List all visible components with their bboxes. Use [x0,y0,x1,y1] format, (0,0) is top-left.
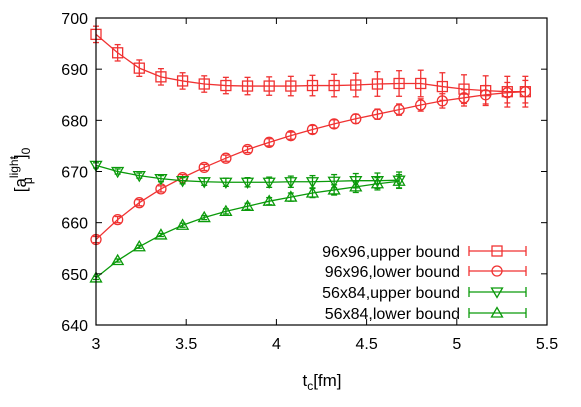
data-point [305,177,320,189]
y-tick-label: 650 [61,267,88,284]
y-tick-label: 660 [61,216,88,233]
data-point [327,176,341,189]
y-tick-label: 640 [61,318,88,335]
data-point [262,177,276,190]
legend-label: 56x84,upper bound [322,285,460,302]
data-point [219,204,233,217]
data-point [306,79,319,92]
legend-label: 56x84,lower bound [325,306,460,323]
data-point [436,95,449,107]
legend-label: 96x96,upper bound [322,244,460,261]
data-point [285,130,297,142]
data-point [197,177,211,189]
data-point [198,161,210,174]
data-point [154,174,168,186]
svg-text:[alightμ]0: [alightμ]0 [7,147,35,192]
data-point [305,186,320,198]
data-point [415,77,427,90]
data-point [284,177,298,189]
data-point [263,136,275,148]
data-point [198,78,210,90]
plot-frame [95,17,548,326]
x-tick-label: 3.5 [175,336,197,353]
data-point [285,80,297,92]
legend-label: 96x96,lower bound [325,264,460,281]
x-tick-label: 4 [272,336,281,353]
data-point [284,190,298,202]
series-line [95,91,526,241]
data-point [371,78,384,90]
data-point [370,176,385,189]
y-tick-label: 700 [61,11,88,28]
series-circle [90,79,532,246]
data-point [328,79,340,92]
data-point [176,75,189,87]
x-tick-label: 5.5 [536,336,558,353]
data-point [350,113,362,125]
y-tick-label: 670 [61,165,88,182]
data-point [111,253,125,266]
data-point [415,99,427,111]
axis-ticks: 3 3.5 4 4.5 5 5.5 640 650 660 670 680 690 700 [61,11,558,353]
data-point [392,174,406,186]
data-point [240,199,255,211]
data-point [220,79,232,92]
data-point [393,103,405,116]
data-point [241,80,254,92]
y-tick-label: 690 [61,62,88,79]
data-point [133,197,145,209]
data-point [132,239,146,252]
legend-marker [490,287,504,299]
x-axis-label: tc[fm] [302,371,341,393]
data-point [501,87,513,99]
y-axis-label: [alightμ]0 [7,147,35,192]
data-point [219,177,233,190]
data-point [370,176,385,188]
data-point [327,183,341,195]
data-point [155,71,167,83]
data-point [240,177,255,190]
data-point [111,213,124,226]
y-tick-label: 680 [61,113,88,130]
data-point [328,118,340,130]
data-point [111,47,124,59]
data-point [175,218,190,230]
x-tick-label: 4.5 [355,336,377,353]
series-triangle-up [89,173,406,283]
legend-marker [490,306,504,318]
legend: 96x96,upper bound 96x96,lower bound 56x84,… [322,244,527,323]
data-point [306,123,319,136]
data-point [197,210,211,223]
data-point [220,152,232,164]
data-point [436,80,449,93]
data-point [263,80,275,92]
data-point [111,166,125,179]
data-point [132,170,146,183]
data-point [519,86,532,98]
legend-marker [491,265,503,277]
x-tick-label: 5 [452,336,461,353]
series-triangle-down [89,160,406,190]
data-point [350,79,362,91]
data-point [371,108,384,120]
data-point [241,143,254,156]
data-point [393,77,405,90]
data-point [480,89,492,101]
data-layer [89,25,532,283]
data-point [458,92,470,104]
data-point [133,62,145,74]
data-point [262,194,276,206]
data-point [349,180,363,192]
data-point [154,228,168,240]
legend-marker [491,245,503,257]
x-tick-label: 3 [92,336,101,353]
data-point [175,176,190,188]
